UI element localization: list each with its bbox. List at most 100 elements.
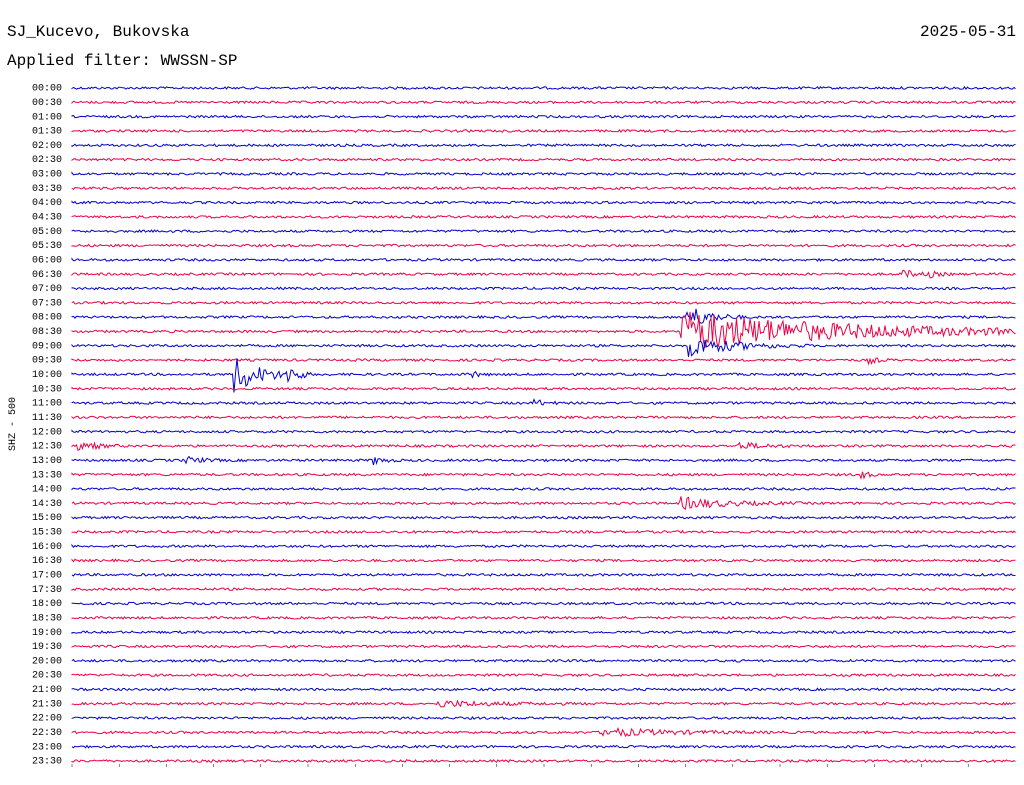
trace [71, 572, 1016, 577]
time-label: 03:30 [32, 184, 62, 195]
time-label: 05:00 [32, 227, 62, 238]
trace [71, 758, 1016, 763]
time-label: 11:30 [32, 413, 62, 424]
time-label: 19:00 [32, 628, 62, 639]
time-label: 14:30 [32, 499, 62, 510]
time-label: 22:00 [32, 714, 62, 725]
trace [71, 699, 1016, 708]
trace [71, 339, 1016, 357]
time-label: 19:30 [32, 642, 62, 653]
trace [71, 529, 1016, 534]
time-label: 03:00 [32, 170, 62, 181]
trace [71, 386, 1016, 391]
trace [71, 744, 1016, 749]
time-label: 12:30 [32, 442, 62, 453]
trace [71, 128, 1016, 133]
trace [71, 486, 1016, 491]
time-label: 16:30 [32, 556, 62, 567]
trace [71, 455, 1016, 466]
trace [71, 543, 1016, 549]
time-label: 11:00 [32, 399, 62, 410]
trace [71, 269, 1016, 279]
time-label: 00:30 [32, 98, 62, 109]
trace [71, 85, 1016, 90]
trace [71, 157, 1016, 162]
trace [71, 308, 1016, 324]
trace [71, 100, 1016, 105]
trace [71, 727, 1016, 738]
time-label: 07:30 [32, 298, 62, 309]
time-label: 02:30 [32, 155, 62, 166]
time-label: 23:30 [32, 757, 62, 768]
trace [71, 358, 1016, 393]
time-label: 21:00 [32, 685, 62, 696]
trace [71, 243, 1016, 248]
trace [71, 214, 1016, 219]
trace [71, 496, 1016, 510]
trace [71, 644, 1016, 649]
trace [71, 171, 1016, 176]
time-label: 13:30 [32, 470, 62, 481]
time-label: 12:00 [32, 427, 62, 438]
time-label: 01:00 [32, 112, 62, 123]
time-label: 01:30 [32, 127, 62, 138]
time-label: 07:00 [32, 284, 62, 295]
time-label: 23:00 [32, 742, 62, 753]
trace [71, 300, 1016, 305]
trace [71, 429, 1016, 434]
trace [71, 357, 1016, 366]
time-label: 18:00 [32, 599, 62, 610]
trace [71, 398, 1016, 406]
time-label: 04:30 [32, 213, 62, 224]
trace [71, 441, 1016, 452]
trace [71, 471, 1016, 480]
time-label: 08:30 [32, 327, 62, 338]
time-label: 09:30 [32, 356, 62, 367]
axis-label: SHZ - 500 [8, 397, 19, 451]
trace [71, 200, 1016, 205]
time-label: 10:30 [32, 384, 62, 395]
time-label: 14:00 [32, 485, 62, 496]
trace [71, 415, 1016, 420]
time-label: 06:30 [32, 270, 62, 281]
time-label: 00:00 [32, 84, 62, 95]
trace [71, 587, 1016, 592]
time-label: 10:00 [32, 370, 62, 381]
trace [71, 286, 1016, 291]
trace [71, 515, 1016, 520]
trace [71, 687, 1016, 692]
trace [71, 257, 1016, 262]
time-label: 17:30 [32, 585, 62, 596]
trace [71, 615, 1016, 620]
time-label: 15:00 [32, 513, 62, 524]
time-label: 02:00 [32, 141, 62, 152]
station-title: SJ_Kucevo, Bukovska [7, 23, 190, 41]
trace [71, 311, 1016, 349]
trace [71, 715, 1016, 721]
trace [71, 658, 1016, 663]
time-label: 17:00 [32, 570, 62, 581]
time-label: 05:30 [32, 241, 62, 252]
time-label: 21:30 [32, 699, 62, 710]
time-label: 20:00 [32, 656, 62, 667]
traces [71, 85, 1016, 767]
filter-label: Applied filter: WWSSN-SP [7, 52, 237, 70]
trace [71, 630, 1016, 635]
trace [71, 114, 1016, 119]
trace [71, 601, 1016, 606]
trace [71, 673, 1016, 678]
time-label: 09:00 [32, 341, 62, 352]
time-label: 22:30 [32, 728, 62, 739]
time-label: 18:30 [32, 613, 62, 624]
time-label: 15:30 [32, 528, 62, 539]
trace [71, 558, 1016, 563]
time-label: 16:00 [32, 542, 62, 553]
trace [71, 143, 1016, 148]
time-label: 04:00 [32, 198, 62, 209]
trace [71, 229, 1016, 234]
trace [71, 186, 1016, 191]
time-label: 08:00 [32, 313, 62, 324]
time-label: 06:00 [32, 255, 62, 266]
time-label: 13:00 [32, 456, 62, 467]
